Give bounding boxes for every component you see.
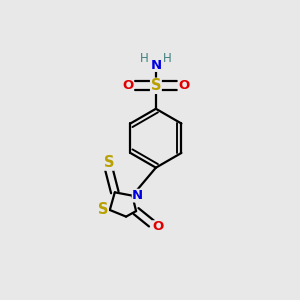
- Text: O: O: [152, 220, 164, 233]
- Text: O: O: [178, 79, 189, 92]
- Text: S: S: [104, 155, 114, 170]
- Text: H: H: [163, 52, 172, 65]
- Text: H: H: [140, 52, 149, 65]
- Text: S: S: [98, 202, 109, 217]
- Text: N: N: [132, 189, 143, 202]
- Text: S: S: [151, 78, 161, 93]
- Text: N: N: [150, 59, 161, 72]
- Text: O: O: [123, 79, 134, 92]
